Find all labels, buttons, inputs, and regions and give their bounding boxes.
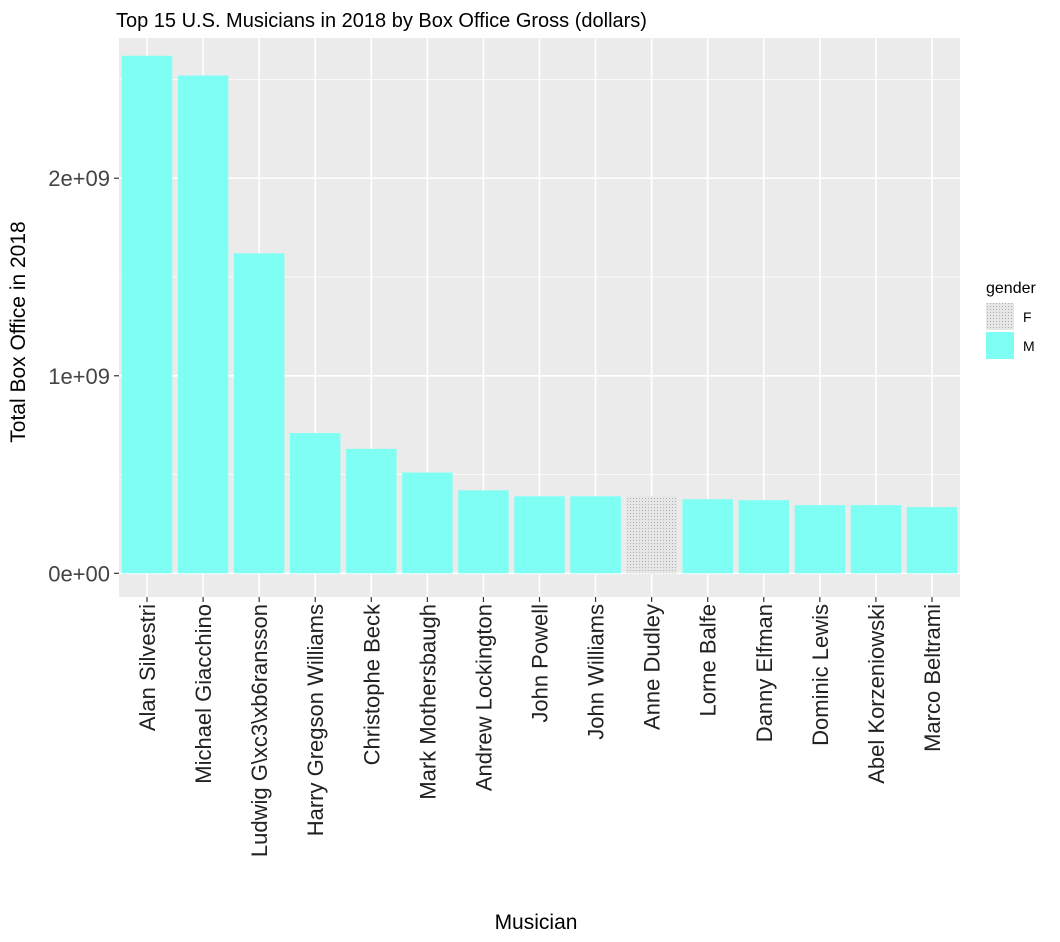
x-tick-label: Michael Giacchino [191, 604, 216, 784]
y-axis: 0e+00 1e+09 2e+09 [48, 166, 119, 586]
y-tick-label: 1e+09 [48, 364, 110, 389]
legend-swatch-f [986, 303, 1014, 330]
bar-michael-giacchino [177, 75, 229, 574]
bar-lorne-balfe [682, 499, 733, 574]
legend-label-f: F [1023, 309, 1032, 325]
bar-mark-mothersbaugh [402, 472, 453, 574]
x-tick-label: Lorne Balfe [696, 604, 721, 717]
bar-harry-gregson-williams [290, 433, 341, 574]
legend-label-m: M [1023, 338, 1035, 354]
bar-abel-korzeniowski [850, 505, 902, 574]
bar-andrew-lockington [458, 490, 509, 574]
x-tick-label: Abel Korzeniowski [864, 604, 889, 784]
y-tick-label: 0e+00 [48, 561, 110, 586]
bar-john-williams [570, 496, 621, 574]
x-tick-label: Anne Dudley [640, 604, 665, 730]
x-tick-label: Ludwig G\xc3\xb6ransson [247, 604, 272, 857]
x-tick-label: Andrew Lockington [471, 604, 496, 791]
legend-swatch-m [986, 332, 1014, 359]
x-tick-label: Dominic Lewis [808, 604, 833, 746]
x-tick-label: Marco Beltrami [920, 604, 945, 752]
x-axis-title: Musician [495, 911, 578, 934]
bar-alan-silvestri [121, 55, 173, 574]
x-tick-label: John Powell [528, 604, 553, 723]
bar-john-powell [514, 496, 565, 574]
y-axis-title: Total Box Office in 2018 [7, 221, 30, 442]
y-tick-label: 2e+09 [48, 166, 110, 191]
bar-danny-elfman [738, 500, 789, 574]
x-axis: Alan Silvestri Michael Giacchino Ludwig G\… [135, 597, 945, 857]
bar-christophe-beck [346, 448, 397, 574]
x-tick-label: Alan Silvestri [135, 604, 160, 731]
x-tick-label: Christophe Beck [359, 603, 384, 765]
legend: gender FM [986, 280, 1036, 359]
chart-title: Top 15 U.S. Musicians in 2018 by Box Off… [116, 10, 647, 32]
x-tick-label: John Williams [584, 604, 609, 740]
legend-title: gender [986, 280, 1036, 297]
bar-anne-dudley [626, 496, 677, 574]
bar-dominic-lewis [794, 505, 846, 574]
bars [121, 55, 958, 574]
x-tick-label: Mark Mothersbaugh [415, 604, 440, 800]
bar-ludwig-g-xc3-xb6ransson [233, 253, 285, 574]
bar-marco-beltrami [906, 507, 958, 574]
x-tick-label: Danny Elfman [752, 604, 777, 742]
x-tick-label: Harry Gregson Williams [303, 604, 328, 836]
